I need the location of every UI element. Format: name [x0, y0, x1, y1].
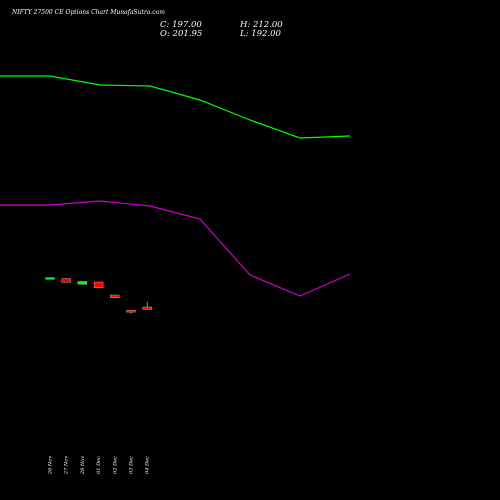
candle-body — [61, 278, 71, 283]
candle-2 — [77, 281, 88, 285]
moving-average-lines — [0, 75, 351, 297]
candle-6 — [142, 301, 152, 310]
x-axis-labels: 26 Nov 27 Nov 28 Nov 01 Dec 02 Dec 03 Dec 04 D… — [48, 456, 151, 475]
open-value: O: 201.95 — [160, 29, 203, 39]
candle-body — [77, 281, 88, 285]
candle-4 — [110, 294, 120, 298]
x-tick-label: 01 Dec — [96, 456, 102, 474]
high-value: H: 212.00 — [240, 20, 283, 30]
x-tick-label: 26 Nov — [48, 456, 54, 475]
candle-body — [110, 294, 120, 298]
close-value: C: 197.00 — [160, 20, 202, 30]
chart-title: NIFTY 27500 CE Options Chart MunafaSutra… — [12, 9, 165, 16]
x-tick-label: 03 Dec — [129, 456, 135, 474]
candle-body — [126, 310, 136, 313]
candles — [45, 277, 152, 314]
candle-body — [142, 306, 152, 310]
candle-5 — [126, 310, 136, 314]
green-line — [0, 75, 351, 139]
x-tick-label: 28 Nov — [80, 456, 86, 475]
candle-body — [45, 277, 55, 280]
candle-0 — [45, 277, 55, 280]
x-tick-label: 02 Dec — [112, 456, 118, 474]
candle-3 — [93, 281, 104, 289]
x-tick-label: 04 Dec — [145, 456, 151, 474]
magenta-line — [0, 200, 351, 297]
x-tick-label: 27 Nov — [64, 456, 70, 475]
candle-1 — [61, 278, 71, 283]
low-value: L: 192.00 — [240, 29, 281, 39]
candle-body — [93, 281, 104, 289]
